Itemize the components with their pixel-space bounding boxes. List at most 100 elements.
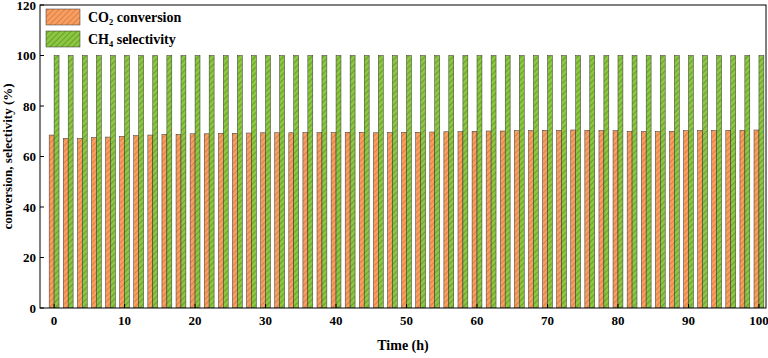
bar: [77, 138, 82, 308]
bar: [181, 56, 186, 309]
bar: [435, 56, 440, 309]
y-tick: [40, 308, 44, 309]
bar: [350, 56, 355, 309]
bar: [486, 131, 491, 308]
bar: [251, 56, 256, 309]
bar: [280, 56, 285, 309]
bar: [533, 56, 538, 309]
x-tick-label: 0: [51, 313, 58, 328]
bar: [294, 56, 299, 309]
bar: [726, 130, 731, 308]
x-tick: [54, 304, 55, 308]
bar: [204, 134, 209, 308]
bar: [641, 132, 646, 308]
bar: [110, 56, 115, 309]
bar: [167, 56, 172, 309]
bar: [627, 131, 632, 308]
x-tick: [547, 304, 548, 308]
bar: [571, 130, 576, 308]
bar: [660, 56, 665, 309]
bar: [557, 130, 562, 308]
y-tick-label: 40: [23, 200, 36, 215]
bar: [195, 56, 200, 309]
bar: [514, 130, 519, 308]
bar: [632, 56, 637, 309]
bar: [745, 56, 750, 309]
bar: [359, 132, 364, 308]
bar: [449, 56, 454, 309]
bar: [684, 131, 689, 308]
bar: [613, 131, 618, 308]
bar: [364, 56, 369, 309]
legend-label: CH₄ selectivity: [88, 32, 176, 47]
bar: [373, 133, 378, 308]
x-tick: [406, 304, 407, 308]
bar: [82, 56, 87, 309]
legend-swatch: [46, 9, 80, 25]
bar: [378, 56, 383, 309]
bar: [407, 56, 412, 309]
y-tick-label: 60: [23, 149, 36, 164]
bar: [190, 134, 195, 308]
y-tick: [40, 106, 44, 107]
bar: [674, 56, 679, 309]
y-axis-label: conversion, selectivity (%): [0, 83, 15, 229]
bar: [599, 130, 604, 308]
bar: [458, 132, 463, 308]
bar: [402, 132, 407, 308]
y-tick-label: 20: [23, 250, 36, 265]
bar: [740, 130, 745, 308]
x-tick: [336, 304, 337, 308]
y-tick: [40, 207, 44, 208]
bar: [604, 56, 609, 309]
bar: [218, 133, 223, 308]
bar: [120, 136, 125, 308]
bar: [247, 133, 252, 308]
bar: [308, 56, 313, 309]
bar: [717, 56, 722, 309]
bar: [562, 56, 567, 309]
bar: [590, 56, 595, 309]
y-tick: [40, 257, 44, 258]
bar: [134, 136, 139, 308]
bar: [491, 56, 496, 309]
x-axis-label: Time (h): [377, 338, 429, 354]
bar: [444, 132, 449, 308]
bar: [430, 132, 435, 308]
bar: [421, 56, 426, 309]
bar: [505, 56, 510, 309]
bar: [209, 56, 214, 309]
y-tick-label: 120: [17, 0, 37, 13]
bar: [712, 130, 717, 308]
bar: [416, 132, 421, 308]
y-tick-label: 80: [23, 99, 36, 114]
bar: [322, 56, 327, 309]
x-tick-label: 60: [471, 313, 484, 328]
bar: [49, 135, 54, 308]
bars: [49, 56, 764, 309]
plot-frame: [40, 5, 766, 308]
bar: [266, 56, 271, 309]
bar: [669, 131, 674, 308]
y-tick: [40, 156, 44, 157]
bar: [392, 56, 397, 309]
bar: [139, 56, 144, 309]
bar: [303, 133, 308, 308]
chart: 0102030405060708090100020406080100120Tim…: [0, 0, 768, 358]
x-tick: [265, 304, 266, 308]
bar: [759, 56, 764, 309]
bar: [289, 133, 294, 308]
bar: [646, 56, 651, 309]
bar: [162, 134, 167, 308]
bar: [223, 56, 228, 309]
bar: [54, 56, 59, 309]
legend-swatch: [46, 31, 80, 47]
x-tick-label: 10: [118, 313, 131, 328]
bar: [387, 133, 392, 308]
x-tick-label: 30: [259, 313, 272, 328]
x-tick-label: 40: [330, 313, 343, 328]
bar: [500, 131, 505, 308]
bar: [275, 133, 280, 308]
legend: CO₂ conversionCH₄ selectivity: [46, 9, 181, 47]
bar: [703, 56, 708, 309]
